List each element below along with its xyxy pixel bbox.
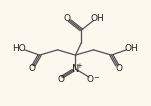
Text: HO: HO <box>13 44 26 53</box>
Text: O: O <box>57 75 64 84</box>
Text: O: O <box>87 75 94 84</box>
Text: O: O <box>29 64 36 73</box>
Text: O: O <box>63 14 70 23</box>
Text: +: + <box>76 63 82 69</box>
Text: O: O <box>115 64 122 73</box>
Text: −: − <box>93 75 99 81</box>
Text: OH: OH <box>125 44 138 53</box>
Text: N: N <box>72 64 79 74</box>
Text: OH: OH <box>90 14 104 23</box>
